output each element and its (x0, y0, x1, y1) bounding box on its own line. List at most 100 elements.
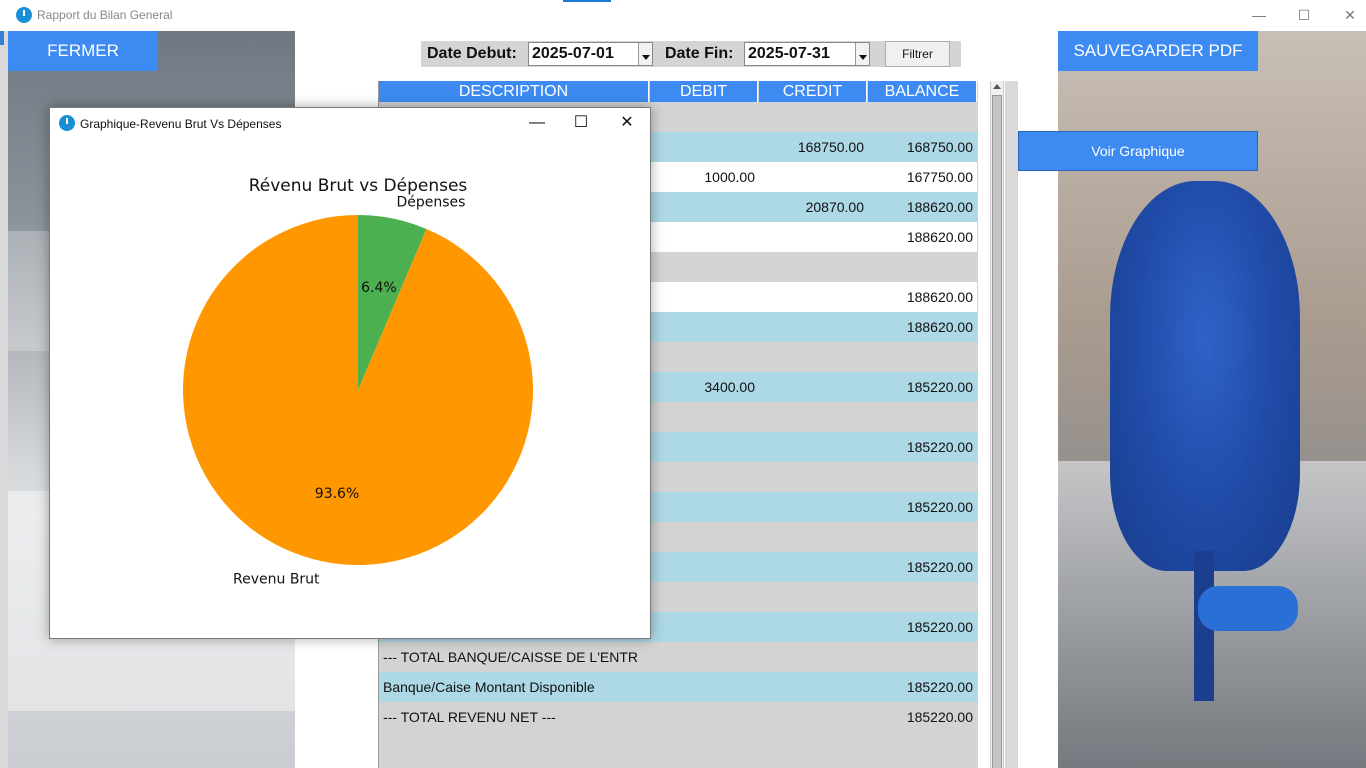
cell-debit (649, 432, 755, 462)
scrollbar-thumb[interactable] (992, 95, 1002, 768)
cell-credit (757, 642, 864, 672)
close-icon[interactable]: ✕ (1344, 7, 1356, 23)
column-header-description: DESCRIPTION (379, 81, 649, 102)
cell-balance (866, 642, 973, 672)
cell-credit (757, 522, 864, 552)
pie-slice-1 (182, 215, 533, 565)
start-date-value: 2025-07-01 (532, 45, 614, 62)
cell-credit (757, 612, 864, 642)
cell-desc: Banque/Caise Montant Disponible (383, 679, 595, 695)
cell-debit (649, 702, 755, 732)
cell-balance: 168750.00 (906, 139, 973, 155)
cell-credit (757, 492, 864, 522)
end-date-value: 2025-07-31 (748, 45, 830, 62)
cell-debit (649, 492, 755, 522)
minimize-icon[interactable]: — (1252, 7, 1266, 23)
title-bar: Rapport du Bilan General — ☐ ✕ (0, 0, 1366, 31)
mannequin-image (1110, 181, 1300, 571)
cell-balance (866, 102, 973, 132)
cell-debit (649, 342, 755, 372)
cell-balance: 185220.00 (906, 709, 973, 725)
cell-debit: 1000.00 (704, 169, 755, 185)
column-header-debit: DEBIT (650, 81, 758, 102)
end-date-label: Date Fin: (665, 45, 734, 62)
scroll-up-icon[interactable] (991, 81, 1003, 93)
scroll-gutter (1005, 81, 1018, 768)
column-header-credit: CREDIT (759, 81, 867, 102)
view-chart-button[interactable]: Voir Graphique (1018, 131, 1258, 171)
cell-debit (649, 402, 755, 432)
table-row[interactable]: Banque/Caise Montant Disponible 185220.00 (379, 672, 977, 702)
cell-debit (649, 522, 755, 552)
cell-credit (757, 702, 864, 732)
cell-balance (866, 252, 973, 282)
edge-marker (0, 31, 4, 45)
close-report-button[interactable]: FERMER (8, 31, 158, 71)
cell-balance: 185220.00 (906, 379, 973, 395)
cell-balance: 185220.00 (906, 619, 973, 635)
cell-debit (649, 192, 755, 222)
maximize-icon[interactable]: ☐ (573, 114, 589, 131)
cell-balance (866, 522, 973, 552)
power-icon (59, 115, 75, 131)
cell-balance: 188620.00 (906, 319, 973, 335)
cell-balance (866, 342, 973, 372)
cell-credit: 168750.00 (797, 139, 864, 155)
cell-balance: 167750.00 (906, 169, 973, 185)
cell-debit (649, 582, 755, 612)
cell-balance (866, 582, 973, 612)
cell-credit (757, 222, 864, 252)
start-date-field[interactable]: 2025-07-01 (528, 42, 653, 66)
chart-title: Révenu Brut vs Dépenses (249, 176, 468, 196)
maximize-icon[interactable]: ☐ (1297, 7, 1311, 23)
cell-credit (757, 672, 864, 702)
chevron-down-icon[interactable] (855, 43, 869, 65)
cell-debit (649, 252, 755, 282)
cell-balance: 188620.00 (906, 229, 973, 245)
pie-chart: Révenu Brut vs Dépenses 6.4% Dépenses 93.6… (182, 176, 533, 588)
table-row[interactable]: --- TOTAL BANQUE/CAISSE DE L'ENTR (379, 642, 977, 672)
cell-credit (757, 162, 864, 192)
cell-debit (649, 462, 755, 492)
cell-credit (757, 282, 864, 312)
left-edge (0, 31, 8, 768)
cell-debit (649, 672, 755, 702)
chart-window: Graphique-Revenu Brut Vs Dépenses — ☐ ✕ … (49, 107, 651, 639)
table-row[interactable]: --- TOTAL REVENU NET --- 185220.00 (379, 702, 977, 732)
cell-desc: --- TOTAL BANQUE/CAISSE DE L'ENTR (383, 649, 638, 665)
cell-credit (757, 432, 864, 462)
cell-debit (649, 642, 755, 672)
filter-button[interactable]: Filtrer (885, 41, 950, 67)
cell-credit (757, 552, 864, 582)
end-date-field[interactable]: 2025-07-31 (744, 42, 870, 66)
close-icon[interactable]: ✕ (620, 114, 634, 131)
cell-credit (757, 372, 864, 402)
minimize-icon[interactable]: — (529, 114, 545, 131)
cell-debit (649, 132, 755, 162)
chart-window-title: Graphique-Revenu Brut Vs Dépenses (80, 117, 282, 131)
cell-credit (757, 342, 864, 372)
cell-balance: 185220.00 (906, 439, 973, 455)
title-accent (563, 0, 611, 2)
filter-bar (421, 41, 961, 67)
table-scrollbar[interactable] (990, 81, 1004, 768)
cell-credit (757, 582, 864, 612)
power-icon (16, 7, 32, 23)
slice-category-label: Dépenses (396, 194, 465, 210)
slice-category-label: Revenu Brut (233, 572, 320, 588)
pie-slice-0 (358, 215, 427, 390)
cell-credit (757, 102, 864, 132)
cell-balance: 185220.00 (906, 559, 973, 575)
cell-credit (757, 462, 864, 492)
cell-balance: 185220.00 (906, 499, 973, 515)
save-pdf-button[interactable]: SAUVEGARDER PDF (1058, 31, 1258, 71)
table-header: DESCRIPTION DEBIT CREDIT BALANCE (379, 81, 978, 102)
cell-debit (649, 222, 755, 252)
cell-credit (757, 252, 864, 282)
start-date-label: Date Debut: (427, 45, 517, 62)
cell-balance: 188620.00 (906, 289, 973, 305)
column-header-balance: BALANCE (868, 81, 977, 102)
cell-balance (866, 402, 973, 432)
slice-percent-label: 93.6% (315, 486, 359, 502)
chevron-down-icon[interactable] (638, 43, 652, 65)
